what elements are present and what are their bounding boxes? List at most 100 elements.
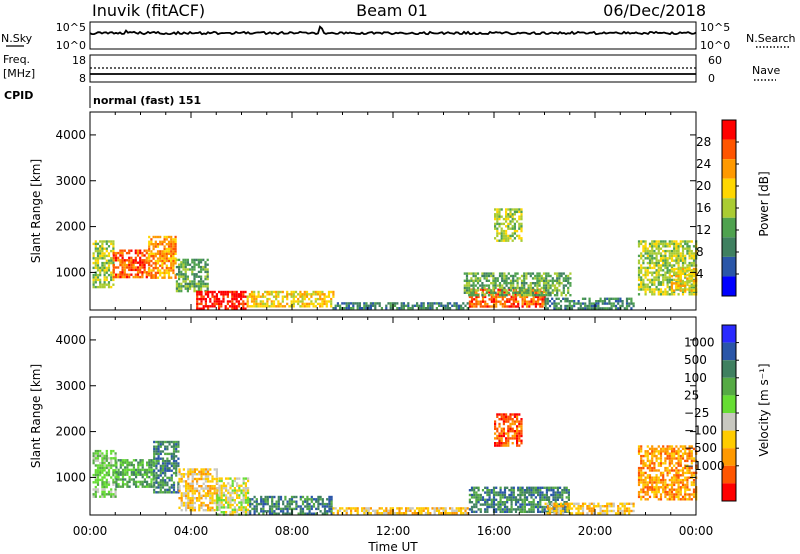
data-cell: [581, 297, 585, 300]
data-cell: [213, 509, 216, 512]
data-cell: [511, 239, 514, 242]
data-cell: [209, 300, 212, 303]
data-cell: [679, 257, 682, 260]
data-cell: [103, 469, 106, 472]
data-cell: [523, 272, 526, 275]
data-cell: [577, 502, 580, 505]
data-cell: [479, 284, 482, 287]
data-cell: [153, 457, 156, 460]
data-cell: [213, 302, 216, 306]
data-cell: [534, 289, 537, 292]
data-cell: [107, 254, 111, 258]
data-cell: [640, 283, 643, 286]
data-cell: [690, 483, 693, 487]
data-cell: [496, 220, 499, 223]
data-cell: [204, 277, 207, 281]
data-cell: [675, 469, 678, 472]
data-cell: [92, 281, 95, 284]
data-cell: [692, 254, 696, 258]
data-cell: [513, 217, 516, 221]
data-cell: [547, 291, 550, 294]
data-cell: [481, 305, 485, 308]
data-cell: [519, 486, 522, 489]
data-cell: [172, 269, 175, 272]
data-cell: [215, 473, 218, 476]
data-cell: [668, 457, 671, 460]
data-cell: [655, 252, 658, 255]
data-cell: [473, 486, 476, 489]
data-cell: [182, 258, 185, 262]
data-cell: [675, 474, 678, 477]
data-cell: [330, 500, 333, 503]
data-cell: [305, 305, 309, 308]
data-cell: [500, 432, 503, 435]
data-cell: [200, 275, 203, 278]
data-cell: [257, 512, 261, 515]
data-cell: [646, 454, 649, 458]
data-cell: [581, 509, 585, 513]
data-cell: [513, 232, 516, 235]
data-cell: [174, 262, 177, 265]
data-cell: [103, 493, 106, 496]
data-cell: [518, 420, 521, 423]
data-cell: [250, 297, 254, 301]
data-cell: [644, 450, 647, 453]
data-cell: [94, 242, 97, 246]
data-cell: [166, 467, 169, 470]
data-cell: [640, 271, 643, 274]
data-cell: [477, 489, 480, 492]
data-cell: [666, 450, 669, 453]
data-cell: [163, 259, 166, 263]
data-cell: [409, 509, 412, 512]
data-cell: [496, 442, 499, 445]
data-cell: [646, 493, 649, 496]
data-cell: [288, 293, 291, 296]
data-cell: [178, 275, 181, 278]
data-cell: [623, 512, 626, 515]
data-cell: [675, 282, 678, 285]
data-cell: [407, 302, 410, 305]
data-cell: [692, 447, 696, 451]
data-cell: [637, 242, 641, 246]
data-cell: [185, 482, 188, 485]
data-cell: [677, 481, 680, 484]
data-cell: [508, 300, 511, 303]
data-cell: [211, 477, 214, 481]
data-cell: [668, 462, 671, 465]
data-cell: [112, 457, 115, 460]
data-cell: [101, 240, 104, 243]
data-cell: [189, 504, 192, 507]
data-cell: [272, 295, 276, 298]
data-cell: [328, 510, 331, 513]
data-cell: [299, 300, 302, 303]
data-cell: [538, 291, 541, 294]
data-cell: [128, 478, 131, 481]
data-cell: [668, 469, 671, 472]
data-cell: [172, 462, 176, 465]
data-cell: [330, 510, 333, 513]
data-cell: [475, 486, 478, 489]
data-cell: [514, 503, 518, 506]
data-cell: [532, 300, 535, 303]
data-cell: [204, 468, 207, 471]
data-cell: [193, 287, 196, 290]
data-cell: [180, 504, 183, 507]
data-cell: [191, 270, 194, 274]
data-cell: [363, 507, 366, 510]
data-cell: [500, 427, 503, 430]
data-cell: [514, 291, 517, 294]
data-cell: [249, 512, 252, 515]
data-cell: [640, 471, 643, 475]
data-cell: [150, 240, 153, 243]
data-cell: [548, 503, 551, 506]
data-cell: [492, 274, 495, 278]
data-cell: [126, 466, 129, 469]
data-cell: [290, 502, 294, 506]
data-cell: [186, 275, 189, 278]
data-cell: [581, 502, 585, 505]
nsky-panel: [89, 21, 697, 50]
data-cell: [321, 290, 324, 294]
data-cell: [606, 502, 609, 505]
data-cell: [319, 290, 322, 294]
data-cell: [112, 273, 115, 277]
